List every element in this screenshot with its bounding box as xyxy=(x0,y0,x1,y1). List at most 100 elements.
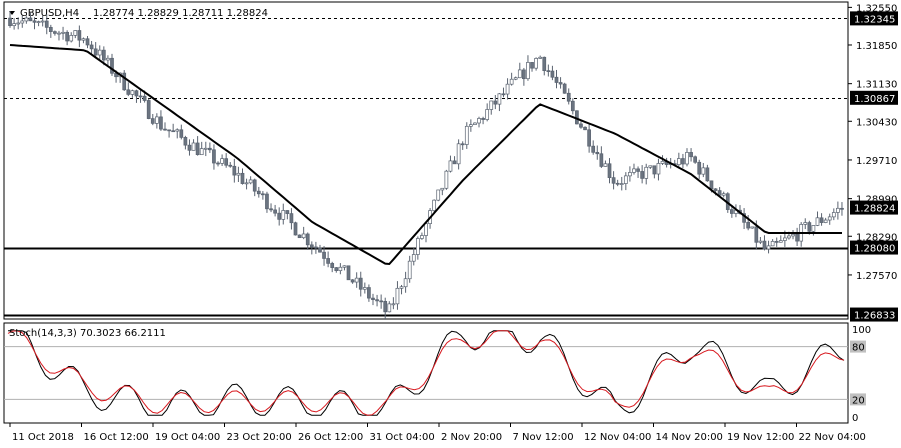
candle-body xyxy=(648,165,653,168)
candle-body xyxy=(101,49,106,61)
candle-body xyxy=(746,221,751,229)
candle-body xyxy=(407,260,412,280)
candle-body xyxy=(244,182,249,185)
candle-body xyxy=(717,190,722,196)
candle-body xyxy=(758,240,763,243)
candle-body xyxy=(93,48,98,56)
price-tick-label: 1.31850 xyxy=(856,41,897,52)
candle-body xyxy=(318,247,322,253)
candle-body xyxy=(179,129,184,138)
candle-body xyxy=(261,193,265,196)
candle-body xyxy=(766,245,771,250)
candle-body xyxy=(774,241,779,243)
candle-body xyxy=(154,116,159,124)
candle-body xyxy=(150,118,155,124)
candle-body xyxy=(163,128,167,131)
candle-body xyxy=(807,222,812,232)
candle-body xyxy=(570,100,575,112)
candle-body xyxy=(827,216,832,221)
candle-body xyxy=(464,125,469,145)
candle-body xyxy=(469,124,473,127)
candle-body xyxy=(550,70,555,78)
level-lines xyxy=(4,18,848,317)
candle-body xyxy=(628,172,632,177)
candle-body xyxy=(326,258,330,264)
candle-body xyxy=(815,217,820,226)
candle-body xyxy=(305,233,310,246)
price-marker-label: 1.32345 xyxy=(854,14,895,25)
candle-body xyxy=(16,22,21,25)
stochastic-levels xyxy=(4,346,848,400)
stochastic-signal-line xyxy=(7,330,845,416)
candle-body xyxy=(456,143,461,165)
candle-body xyxy=(191,142,196,151)
candle-body xyxy=(281,210,286,220)
candle-body xyxy=(615,182,620,185)
candle-body xyxy=(607,163,612,178)
candle-body xyxy=(44,20,49,28)
candle-body xyxy=(819,217,824,223)
candle-body xyxy=(301,233,306,239)
price-marker-box xyxy=(850,200,898,215)
candle-body xyxy=(53,31,57,34)
moving-average-line xyxy=(9,44,842,266)
candle-body xyxy=(126,89,131,95)
candle-body xyxy=(256,190,261,195)
candle-body xyxy=(546,70,551,72)
candle-body xyxy=(265,193,269,210)
candle-body xyxy=(791,233,795,237)
candle-body xyxy=(106,57,110,61)
candle-body xyxy=(338,266,343,271)
candle-body xyxy=(562,83,567,94)
time-tick-label: 26 Oct 12:00 xyxy=(298,432,363,443)
candle-body xyxy=(358,277,363,290)
candle-body xyxy=(644,166,649,179)
candle-body xyxy=(395,287,400,305)
candle-body xyxy=(583,126,587,131)
candle-body xyxy=(195,142,200,156)
candle-body xyxy=(836,207,840,213)
ohlc-values: 1.28774 1.28829 1.28711 1.28824 xyxy=(93,8,268,19)
candle-body xyxy=(721,193,726,196)
price-tick-label: 1.30430 xyxy=(856,117,897,128)
candle-body xyxy=(636,168,640,172)
candle-body xyxy=(619,183,624,185)
stoch-axis-label: 100 xyxy=(852,325,871,336)
stoch-axis-label: 80 xyxy=(852,343,865,354)
price-axis: 1.32550 1.31850 1.31130 1.30430 1.29710 1.289… xyxy=(848,3,898,322)
candle-body xyxy=(293,222,298,236)
candle-body xyxy=(530,62,534,69)
candle-body xyxy=(513,77,518,80)
candle-body xyxy=(778,240,783,243)
oscillator-frame xyxy=(3,322,849,424)
candle-body xyxy=(216,162,220,165)
candle-body xyxy=(676,158,681,166)
stoch-level-box xyxy=(850,340,866,353)
candle-body xyxy=(65,31,69,42)
oscillator-axis: 100 80 20 0 xyxy=(850,325,871,424)
candle-body xyxy=(693,156,698,163)
candle-body xyxy=(526,62,530,80)
candle-body xyxy=(452,160,457,165)
candle-body xyxy=(342,265,347,268)
price-marker-box xyxy=(850,90,898,105)
candle-body xyxy=(811,225,816,232)
candle-body xyxy=(232,165,237,176)
candle-body xyxy=(24,17,29,22)
candle-body xyxy=(85,38,90,46)
candle-body xyxy=(595,151,600,155)
price-tick-label: 1.27570 xyxy=(856,271,897,282)
candle-body xyxy=(12,23,16,26)
candle-body xyxy=(142,95,147,101)
candle-body xyxy=(424,223,428,236)
candle-body xyxy=(436,189,441,201)
candle-body xyxy=(146,100,151,119)
candle-body xyxy=(252,179,257,192)
candle-body xyxy=(554,76,559,83)
candle-body xyxy=(314,246,318,249)
stochastic-main-line xyxy=(8,330,845,416)
candle-body xyxy=(199,148,204,156)
time-tick-label: 2 Nov 20:00 xyxy=(441,432,502,443)
